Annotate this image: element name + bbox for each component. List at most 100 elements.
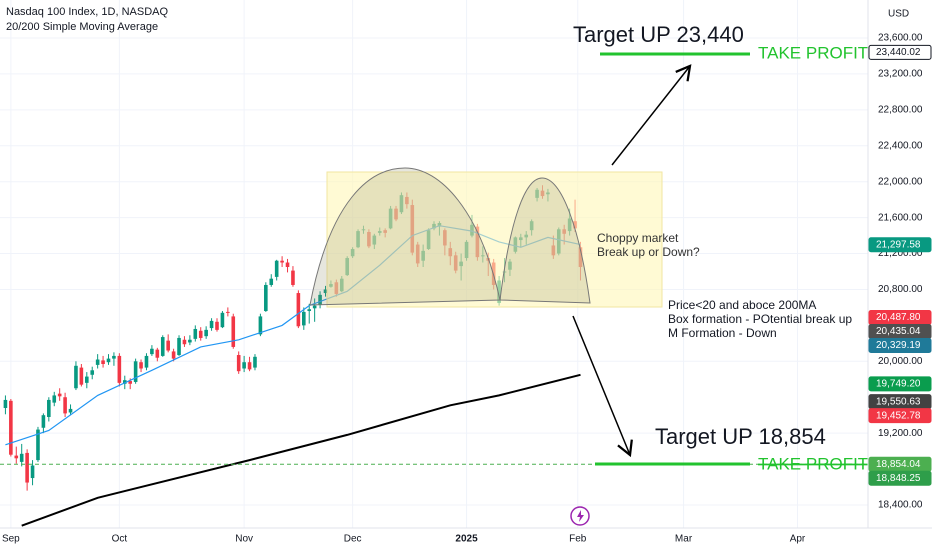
candle-body xyxy=(30,465,35,479)
candle-body xyxy=(226,311,230,313)
target-up: Target UP 23,440 xyxy=(573,22,744,47)
candle-body xyxy=(264,284,268,312)
candle-body xyxy=(52,395,57,403)
candle-body xyxy=(231,316,236,347)
axes: 18,400.00 19,200.00 20,000.00 20,800.00 21,2… xyxy=(2,33,932,545)
x-tick-label: Apr xyxy=(790,534,806,545)
candle-body xyxy=(133,361,138,382)
candle-body xyxy=(302,311,306,326)
candle-body xyxy=(285,262,290,268)
price-tag-label: 20,329.19 xyxy=(876,340,921,351)
candle-body xyxy=(57,393,62,397)
price-tag-label: 23,440.02 xyxy=(876,47,921,58)
candle-body xyxy=(14,455,19,459)
price-tag xyxy=(868,337,932,353)
candle-body xyxy=(312,305,317,309)
chart-title: Nasdaq 100 Index, 1D, NASDAQ xyxy=(6,6,168,18)
y-tick-label: 20,000.00 xyxy=(878,356,923,367)
x-tick-label: 2025 xyxy=(455,534,478,545)
candle-body xyxy=(117,355,122,383)
candle-body xyxy=(160,337,165,356)
candle-body xyxy=(95,359,100,365)
candle-body xyxy=(177,337,181,356)
currency-label: USD xyxy=(888,9,909,20)
candle-body xyxy=(3,399,8,409)
price-tag-label: 20,487.80 xyxy=(876,312,921,323)
candle-body xyxy=(36,429,40,461)
note-line-2: Box formation - POtential break up xyxy=(668,312,852,326)
y-tick-label: 22,800.00 xyxy=(878,104,923,115)
x-tick-label: Sep xyxy=(2,534,20,545)
target-down: Target UP 18,854 xyxy=(655,424,826,449)
choppy-line-2: Break up or Down? xyxy=(597,245,700,259)
x-tick-label: Oct xyxy=(112,534,128,545)
candle-body xyxy=(242,362,246,369)
event-icon-bolt xyxy=(577,510,584,522)
y-tick-label: 19,200.00 xyxy=(878,428,923,439)
candle-body xyxy=(269,278,274,285)
choppy-line-1: Choppy market xyxy=(597,231,679,245)
price-tag-label: 20,435.04 xyxy=(876,326,921,337)
moving-average xyxy=(21,373,581,527)
y-tick-label: 21,200.00 xyxy=(878,248,923,259)
price-tag xyxy=(868,470,932,486)
candle-body xyxy=(204,329,208,337)
range-box xyxy=(326,171,663,308)
note-line-1: Price<20 and aboce 200MA xyxy=(668,298,816,312)
candle-body xyxy=(112,355,116,359)
candle-body xyxy=(150,348,154,355)
candle-body xyxy=(90,370,95,375)
candle-body xyxy=(79,367,84,385)
candle-body xyxy=(47,399,51,417)
candle-body xyxy=(106,358,111,363)
price-tag xyxy=(868,44,932,60)
candle-body xyxy=(188,339,192,343)
candle-body xyxy=(323,289,328,294)
candle-body xyxy=(215,321,219,330)
y-tick-label: 21,600.00 xyxy=(878,212,923,223)
candle-body xyxy=(101,360,105,365)
indicator-label: 20/200 Simple Moving Average xyxy=(6,21,158,33)
candle-body xyxy=(155,349,160,358)
candle-body xyxy=(63,397,67,414)
y-tick-label: 22,400.00 xyxy=(878,140,923,151)
candle-body xyxy=(182,339,187,345)
candle-body xyxy=(139,362,143,369)
candle-body xyxy=(19,453,24,462)
candle-body xyxy=(274,260,279,277)
candle-body xyxy=(253,356,257,368)
price-tag-label: 19,550.63 xyxy=(876,396,921,407)
candle-body xyxy=(25,452,29,483)
candle-body xyxy=(296,293,301,327)
price-tag xyxy=(868,408,932,424)
x-tick-label: Nov xyxy=(235,534,253,545)
price-tag xyxy=(868,376,932,392)
price-tag-label: 18,848.25 xyxy=(876,473,921,484)
price-tag-label: 19,452.78 xyxy=(876,410,921,421)
candle-body xyxy=(258,316,263,335)
candle-body xyxy=(291,270,295,285)
note-line-3: M Formation - Down xyxy=(668,326,777,340)
take-profit-down: TAKE PROFIT xyxy=(758,454,868,473)
candle-body xyxy=(247,362,252,370)
candle-body xyxy=(85,376,89,383)
price-tag-label: 18,854.04 xyxy=(876,459,921,470)
x-tick-label: Dec xyxy=(344,534,362,545)
candle-body xyxy=(193,328,198,339)
y-tick-label: 22,000.00 xyxy=(878,176,923,187)
candle-body xyxy=(280,260,284,263)
candle-body xyxy=(166,340,170,351)
candle-body xyxy=(171,351,176,359)
y-tick-label: 23,600.00 xyxy=(878,33,923,44)
candle-body xyxy=(307,309,312,312)
candle-body xyxy=(209,320,214,329)
candle-body xyxy=(74,365,78,389)
arrow-up xyxy=(611,64,692,166)
candle-body xyxy=(236,355,241,372)
dome-left xyxy=(309,167,501,306)
price-tag-label: 21,297.58 xyxy=(876,239,921,250)
price-tag-label: 19,749.20 xyxy=(876,378,921,389)
candle-body xyxy=(9,400,13,455)
